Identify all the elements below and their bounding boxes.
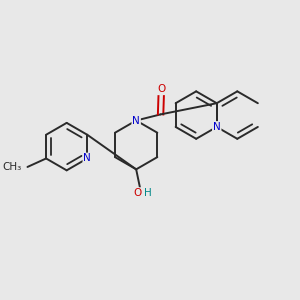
Text: O: O [157, 84, 165, 94]
Text: N: N [213, 122, 220, 132]
Text: N: N [83, 154, 91, 164]
Text: H: H [144, 188, 152, 198]
Text: N: N [132, 116, 140, 125]
Text: CH₃: CH₃ [2, 162, 21, 172]
Text: O: O [134, 188, 142, 198]
